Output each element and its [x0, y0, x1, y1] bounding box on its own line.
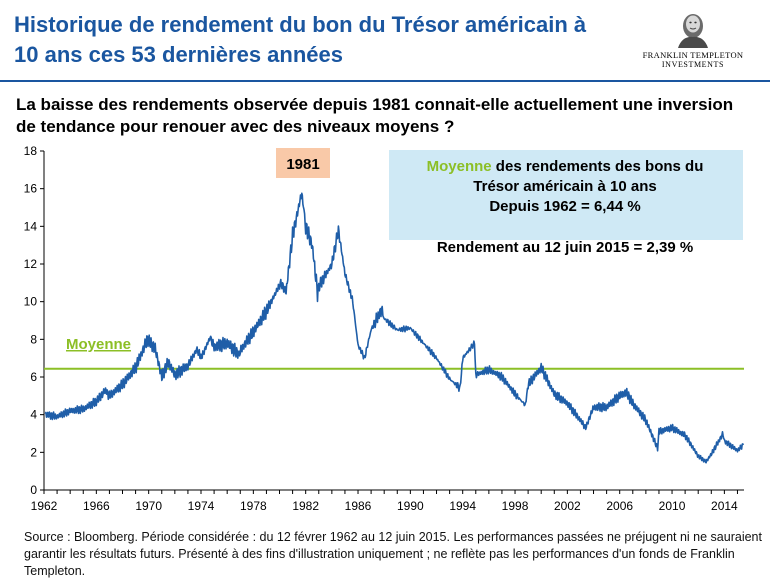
y-tick-label: 8 [30, 332, 37, 346]
x-tick-label: 1994 [449, 499, 476, 513]
treasury-yield-series-line [44, 192, 745, 464]
x-tick-label: 2002 [554, 499, 581, 513]
x-tick-label: 1962 [31, 499, 58, 513]
x-tick-label: 1998 [502, 499, 529, 513]
benjamin-franklin-portrait-icon [672, 8, 714, 48]
source-note: Source : Bloomberg. Période considérée :… [24, 530, 762, 578]
y-tick-label: 2 [30, 445, 37, 459]
x-tick-label: 2010 [659, 499, 686, 513]
x-tick-label: 2006 [606, 499, 633, 513]
info-box [389, 150, 743, 240]
x-tick-label: 1974 [188, 499, 215, 513]
y-tick-label: 12 [24, 257, 38, 271]
y-tick-label: 4 [30, 408, 37, 422]
y-tick-label: 0 [30, 483, 37, 497]
y-axis-ticks: 0 2 4 6 8 10 12 14 16 18 [24, 144, 44, 497]
chart-question: La baisse des rendements observée depuis… [16, 95, 734, 136]
franklin-templeton-logo: FRANKLIN TEMPLETON INVESTMENTS [628, 8, 758, 72]
current-yield-note: Rendement au 12 juin 2015 = 2,39 % [437, 239, 693, 256]
header-divider [0, 80, 770, 82]
x-axis-ticks: 1962 1966 1970 1974 1978 1982 1986 1990 1994 1998… [31, 490, 738, 513]
y-tick-label: 14 [24, 219, 38, 233]
x-tick-label: 1978 [240, 499, 267, 513]
info-box-highlight: Moyenne [427, 158, 492, 175]
y-tick-label: 6 [30, 370, 37, 384]
x-tick-label: 1970 [135, 499, 162, 513]
x-tick-label: 1982 [292, 499, 319, 513]
info-box-line-1-rest: des rendements des bons du [492, 158, 704, 175]
peak-label: 1981 [286, 156, 319, 173]
x-tick-label: 1986 [345, 499, 372, 513]
average-label: Moyenne [66, 336, 131, 353]
y-tick-label: 16 [24, 182, 38, 196]
brand-subtitle: INVESTMENTS [661, 60, 725, 69]
chart-axes [43, 151, 744, 491]
info-box-line-2: Trésor américain à 10 ans [473, 178, 656, 195]
x-tick-label: 1966 [83, 499, 110, 513]
info-box-line-3: Depuis 1962 = 6,44 % [489, 198, 640, 215]
y-tick-label: 18 [24, 144, 38, 158]
page-title: Historique de rendement du bon du Trésor… [14, 12, 587, 67]
info-box-line-1: Moyenne des rendements des bons du [427, 158, 704, 175]
x-tick-label: 2014 [711, 499, 738, 513]
brand-name: FRANKLIN TEMPLETON [642, 50, 744, 60]
peak-label-box [276, 148, 330, 178]
y-tick-label: 10 [24, 295, 38, 309]
x-tick-label: 1990 [397, 499, 424, 513]
